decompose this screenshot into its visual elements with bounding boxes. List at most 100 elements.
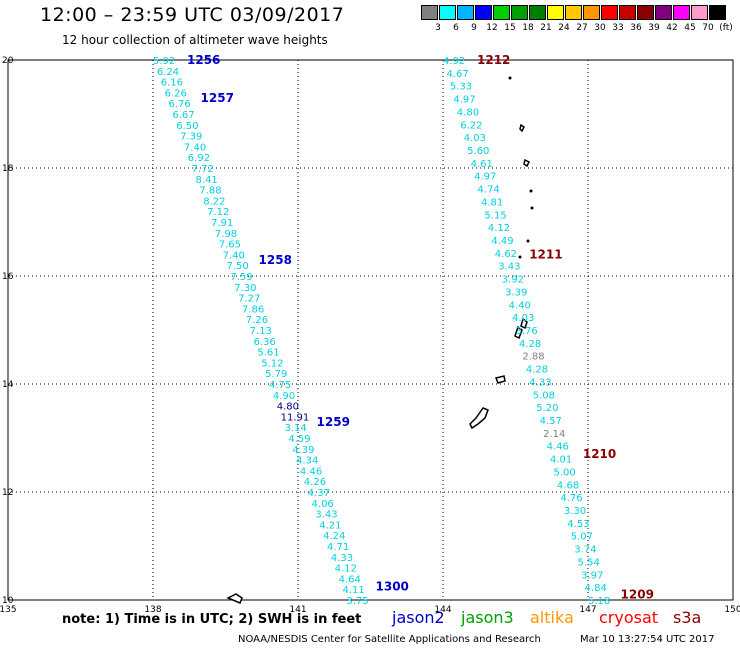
pass-label: 1209 (621, 588, 654, 602)
swh-value: 4.06 (312, 499, 334, 510)
swh-value: 4.26 (304, 477, 326, 488)
swh-value: 5.54 (578, 557, 600, 568)
swh-value: 7.98 (215, 229, 237, 240)
lon-tick-label: 138 (144, 605, 161, 615)
color-swatch (709, 5, 726, 20)
swh-value: 3.39 (505, 287, 527, 298)
swh-value: 4.03 (512, 313, 534, 324)
swh-value: 4.80 (457, 107, 479, 118)
legend-jason2: jason2 (392, 608, 445, 627)
color-swatch (655, 5, 672, 20)
color-swatch (547, 5, 564, 20)
swh-value: 6.26 (165, 88, 187, 99)
swh-value: 7.39 (180, 132, 202, 143)
swh-value: 7.27 (238, 294, 260, 305)
swh-value: 2.14 (543, 429, 565, 440)
swh-value: 4.12 (335, 564, 357, 575)
colorbar-tick-label: 18 (522, 23, 534, 33)
swh-value: 7.88 (199, 186, 221, 197)
map-subtitle: 12 hour collection of altimeter wave hei… (62, 33, 328, 47)
pass-label: 1300 (376, 580, 409, 594)
lat-tick-label: 16 (2, 272, 14, 282)
swh-value: 3.14 (284, 423, 306, 434)
colorbar-tick-label: 39 (648, 23, 660, 33)
swh-value: 5.60 (467, 146, 489, 157)
swh-value: 6.76 (168, 99, 190, 110)
swh-value: 4.28 (519, 339, 541, 350)
swh-value: 4.84 (585, 583, 607, 594)
footer-note: note: 1) Time is in UTC; 2) SWH is in fe… (62, 612, 362, 627)
swh-value: 4.12 (488, 223, 510, 234)
swh-value: 5.92 (153, 56, 175, 67)
swh-value: 6.50 (176, 121, 198, 132)
lat-tick-label: 18 (2, 164, 14, 174)
small-island (519, 123, 525, 133)
pass-label: 1259 (317, 415, 350, 429)
colorbar-tick-label: 15 (504, 23, 516, 33)
swh-value: 6.92 (188, 153, 210, 164)
swh-value: 4.21 (319, 520, 341, 531)
swh-value: 4.81 (481, 197, 503, 208)
swh-value: 4.76 (560, 493, 582, 504)
swh-value: 4.97 (453, 95, 475, 106)
swh-value: 4.24 (323, 531, 345, 542)
swh-value: 7.65 (219, 240, 241, 251)
swh-value: 4.57 (540, 416, 562, 427)
swh-value: 4.49 (491, 236, 513, 247)
lat-tick-label: 20 (2, 56, 14, 66)
swh-value: 4.39 (292, 445, 314, 456)
small-island (526, 239, 530, 243)
lon-tick-label: 141 (289, 605, 306, 615)
swh-value: 4.75 (269, 380, 291, 391)
swh-value: 4.68 (557, 480, 579, 491)
swh-value: 7.50 (226, 261, 248, 272)
color-swatch (511, 5, 528, 20)
small-island (523, 158, 531, 168)
small-island (530, 206, 534, 210)
legend-altika: altika (530, 608, 574, 627)
swh-value: 5.15 (484, 210, 506, 221)
lat-tick-label: 12 (2, 488, 13, 498)
small-island (226, 593, 243, 604)
lon-tick-label: 135 (0, 605, 17, 615)
swh-value: 7.26 (246, 315, 268, 326)
colorbar-tick-label: 3 (435, 23, 441, 33)
swh-value: 4.90 (273, 391, 295, 402)
pass-label: 1211 (529, 247, 562, 261)
color-swatch (583, 5, 600, 20)
swh-value: 4.64 (339, 574, 361, 585)
small-island (508, 76, 512, 80)
colorbar-tick-label: (ft) (719, 23, 733, 33)
color-swatch (601, 5, 618, 20)
pass-label: 1256 (187, 53, 220, 67)
credit-line: NOAA/NESDIS Center for Satellite Applica… (238, 634, 541, 645)
timestamp: Mar 10 13:27:54 UTC 2017 (580, 634, 715, 645)
swh-value: 5.79 (265, 369, 287, 380)
swh-value: 5.18 (588, 596, 610, 607)
small-island (529, 189, 533, 193)
map-title: 12:00 – 23:59 UTC 03/09/2017 (40, 4, 345, 26)
swh-value: 8.22 (203, 196, 225, 207)
rota-island (494, 375, 506, 384)
swh-value: 3.30 (564, 506, 586, 517)
swh-value: 4.80 (277, 402, 299, 413)
swh-value: 4.11 (342, 585, 364, 596)
color-swatch (637, 5, 654, 20)
swh-value: 4.62 (495, 249, 517, 260)
swh-value: 5.07 (571, 532, 593, 543)
swh-value: 3.43 (498, 262, 520, 273)
swh-value: 4.46 (547, 442, 569, 453)
colorbar-tick-label: 12 (486, 23, 498, 33)
colorbar-tick-label: 21 (540, 23, 552, 33)
swh-value: 3.43 (315, 510, 337, 521)
lat-tick-label: 10 (2, 596, 14, 606)
swh-value: 4.37 (308, 488, 330, 499)
islands (226, 76, 534, 604)
legend-cryosat: cryosat (599, 608, 659, 627)
swh-value: 6.67 (172, 110, 194, 121)
pass-label: 1257 (201, 91, 234, 105)
swh-value: 4.28 (526, 365, 548, 376)
legend-s3a: s3a (673, 608, 702, 627)
swh-value: 4.53 (567, 519, 589, 530)
